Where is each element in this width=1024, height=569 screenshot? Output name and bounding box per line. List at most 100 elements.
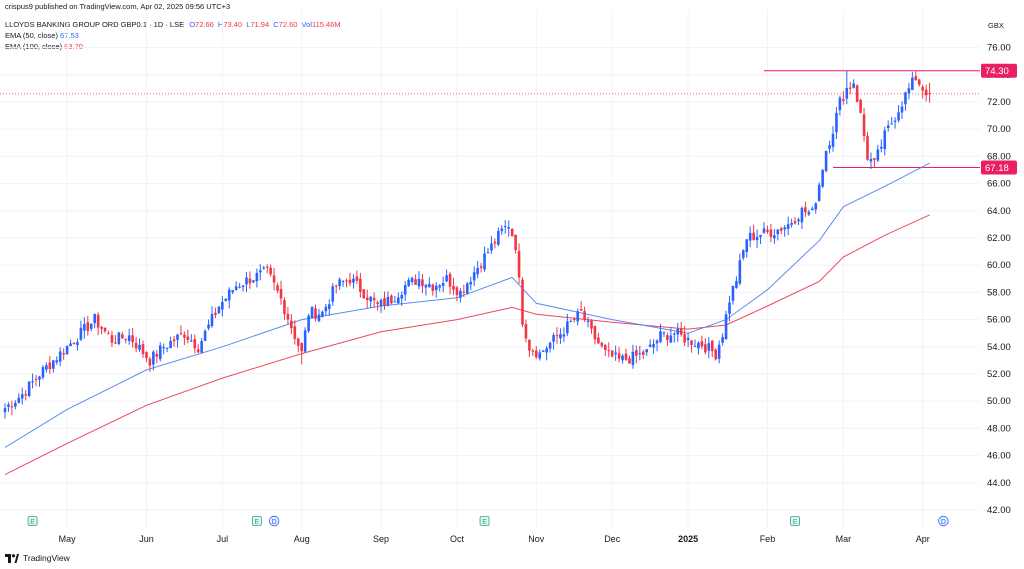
- candle: [572, 317, 576, 323]
- candle: [238, 282, 241, 289]
- low-value: 71.94: [250, 20, 270, 29]
- symbol-title[interactable]: LLOYDS BANKING GROUP ORD GBP0.1 · 1D · L…: [5, 20, 185, 29]
- candle-body: [666, 335, 669, 341]
- candle-body: [172, 339, 176, 342]
- candle: [296, 338, 300, 353]
- candle: [738, 253, 742, 286]
- candle-body: [259, 270, 262, 273]
- candle: [372, 292, 376, 308]
- candle-body: [514, 234, 517, 250]
- candle-body: [410, 277, 414, 282]
- high-label: H: [217, 20, 224, 29]
- candle: [221, 295, 224, 317]
- y-axis[interactable]: 42.00 44.00 46.00 48.00 50.00 52.00 54.00 56.00…: [981, 43, 1017, 516]
- candle: [752, 224, 755, 241]
- candle: [786, 216, 790, 236]
- candle-body: [65, 346, 69, 355]
- candle: [883, 126, 887, 156]
- candle-body: [728, 302, 731, 314]
- candle: [89, 323, 93, 332]
- candle: [96, 312, 100, 336]
- candle: [227, 287, 231, 309]
- x-axis[interactable]: May Jun Jul Aug Sep Oct Nov Dec 2025 Feb Mar Apr: [59, 534, 930, 544]
- candle-body: [27, 381, 31, 397]
- candle-body: [859, 99, 862, 113]
- candle-body: [445, 275, 448, 282]
- candle-body: [407, 279, 410, 286]
- candle-body: [907, 88, 911, 94]
- candle-body: [393, 301, 397, 303]
- candle-body: [631, 351, 635, 365]
- candle: [179, 325, 183, 336]
- candle: [914, 70, 918, 81]
- tradingview-brand[interactable]: TradingView: [5, 553, 70, 563]
- y-tick-label: 60.00: [987, 260, 1011, 271]
- candle: [566, 314, 569, 337]
- candle: [455, 285, 459, 302]
- candle-body: [779, 228, 783, 231]
- candle-body: [48, 362, 52, 369]
- candle: [348, 272, 352, 287]
- candle: [359, 272, 362, 298]
- ema-lines: [4, 162, 930, 476]
- ema50-legend[interactable]: EMA (50, close) 67.53: [5, 31, 79, 40]
- candle: [814, 202, 818, 214]
- candle-body: [866, 136, 869, 160]
- candle-body: [338, 279, 341, 286]
- candle-body: [590, 320, 593, 329]
- y-tick-label: 68.00: [987, 151, 1011, 162]
- candle: [507, 220, 510, 237]
- candle: [152, 350, 155, 371]
- candle: [586, 316, 590, 328]
- candle-body: [500, 228, 504, 232]
- candle: [866, 131, 869, 161]
- candle: [655, 339, 659, 352]
- candle: [290, 313, 293, 335]
- candle: [93, 313, 96, 329]
- earnings-marker: E: [251, 516, 262, 526]
- low-label: L: [246, 20, 251, 29]
- candle-body: [776, 229, 780, 235]
- candle-body: [158, 345, 162, 360]
- candle: [800, 206, 804, 230]
- candle-body: [152, 351, 155, 365]
- candle-body: [362, 289, 366, 299]
- candle-body: [17, 397, 21, 403]
- candle-body: [752, 232, 755, 240]
- dividend-marker-label: D: [941, 519, 946, 526]
- y-tick-label: 54.00: [987, 342, 1011, 353]
- candle-body: [331, 286, 335, 302]
- candle-body: [438, 285, 441, 288]
- candle-body: [227, 289, 231, 301]
- candle-body: [880, 146, 883, 149]
- candle-body: [593, 326, 597, 340]
- candle-body: [566, 321, 569, 334]
- candle: [183, 331, 186, 346]
- candle: [859, 98, 862, 114]
- ema100-legend[interactable]: EMA (100, close) 63.70: [5, 42, 83, 51]
- candle-body: [521, 279, 524, 325]
- level-price-tag: [981, 160, 1017, 175]
- candle: [869, 152, 873, 170]
- candle: [852, 79, 855, 89]
- candle: [648, 339, 652, 348]
- candle-body: [10, 406, 14, 408]
- candle: [828, 140, 831, 154]
- candle-body: [286, 313, 290, 320]
- candle-body: [597, 337, 600, 344]
- candle-body: [845, 87, 849, 99]
- candle-body: [369, 296, 372, 302]
- candle-body: [417, 278, 421, 287]
- candle: [24, 389, 27, 401]
- candle: [248, 271, 252, 289]
- candle-body: [328, 304, 331, 310]
- candle-body: [203, 330, 207, 341]
- candle: [683, 326, 686, 347]
- candle-body: [196, 349, 200, 353]
- earnings-marker: E: [27, 516, 38, 526]
- candle: [821, 169, 824, 189]
- candle: [921, 84, 924, 99]
- candle-body: [221, 301, 224, 310]
- candle-body: [79, 327, 83, 340]
